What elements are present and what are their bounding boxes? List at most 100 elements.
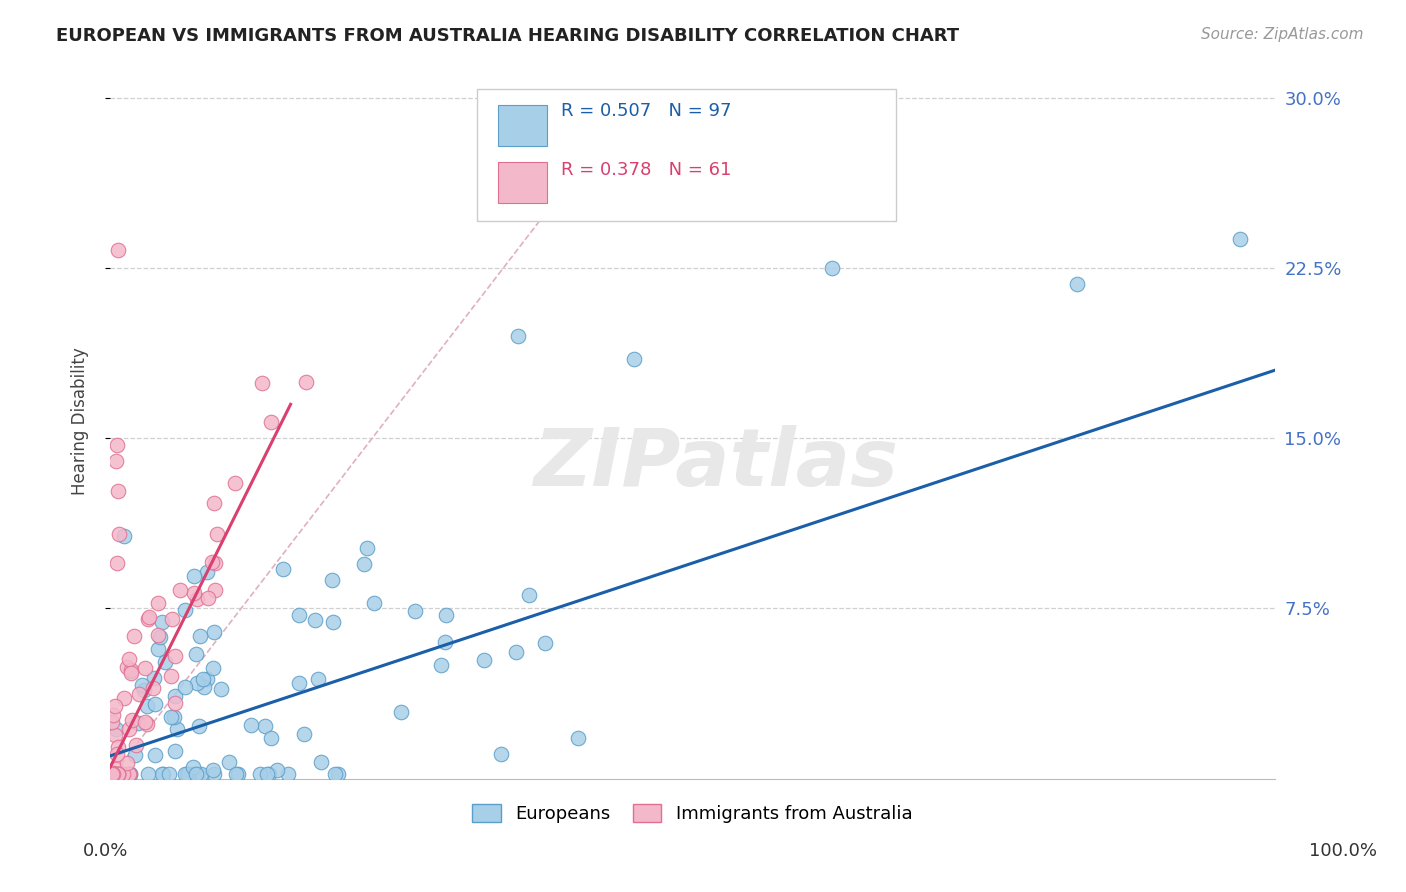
Point [135,698,157,713]
Point [101,767,124,781]
Point [266,763,288,777]
Point [128,687,150,701]
Point [188,629,211,643]
Y-axis label: Hearing Disability: Hearing Disability [72,348,89,495]
Point [567,731,589,745]
Point [104,454,127,468]
Point [204,557,226,571]
Point [197,591,219,605]
Point [160,669,183,683]
Point [218,755,240,769]
Point [107,767,129,781]
Point [142,681,165,695]
Point [112,767,135,781]
Point [104,767,127,781]
Bar [498,162,547,203]
Point [132,682,155,697]
Point [173,603,195,617]
Point [224,475,246,490]
Point [681,150,703,164]
Point [150,767,173,781]
Point [134,661,156,675]
Point [191,673,214,687]
Point [160,709,183,723]
Text: R = 0.507   N = 97: R = 0.507 N = 97 [561,102,731,120]
Point [101,765,124,780]
Point [157,767,180,781]
Point [118,767,141,781]
Point [174,680,197,694]
Point [1229,232,1251,246]
Point [107,483,129,498]
Point [257,767,280,781]
Point [105,438,128,452]
Point [143,697,166,711]
Point [163,744,186,758]
Text: 100.0%: 100.0% [1309,842,1376,860]
Point [353,557,375,571]
Point [193,680,215,694]
Point [177,767,200,781]
Point [295,375,318,389]
Text: ZIPatlas: ZIPatlas [533,425,898,503]
Point [472,653,495,667]
Point [326,767,349,781]
Point [101,767,124,781]
Point [322,615,344,629]
Point [517,588,540,602]
Point [120,665,142,680]
Point [186,676,208,690]
Point [176,767,198,781]
Point [309,755,332,769]
Point [534,636,557,650]
Point [209,681,232,696]
Point [153,655,176,669]
Point [104,722,127,736]
Point [165,648,187,663]
Point [202,661,225,675]
Point [131,678,153,692]
Point [112,529,135,543]
Legend: Europeans, Immigrants from Australia: Europeans, Immigrants from Australia [465,797,920,830]
Point [183,767,205,781]
Point [288,607,311,622]
Point [201,556,224,570]
Point [321,573,343,587]
Point [202,496,225,510]
Point [117,660,139,674]
Point [149,630,172,644]
Point [239,718,262,732]
Point [117,767,139,781]
Point [202,764,225,778]
Point [121,714,143,728]
Point [160,612,183,626]
Point [104,728,127,742]
Point [124,629,146,643]
Point [325,767,347,781]
Bar [498,104,547,146]
Point [304,613,326,627]
Point [107,767,129,781]
Point [120,665,142,679]
Point [623,351,645,366]
Point [186,766,208,780]
Point [118,652,141,666]
Point [174,767,197,781]
Point [184,647,207,661]
Point [107,243,129,257]
Point [187,767,209,781]
Point [256,767,278,781]
Point [204,583,226,598]
Point [183,569,205,583]
Point [134,714,156,729]
Point [115,756,138,771]
Point [165,689,187,703]
Point [136,611,159,625]
Point [1066,277,1088,291]
Point [166,722,188,736]
Point [101,708,124,723]
Point [363,597,385,611]
Text: Source: ZipAtlas.com: Source: ZipAtlas.com [1201,27,1364,42]
Point [821,261,844,276]
Point [117,722,139,736]
